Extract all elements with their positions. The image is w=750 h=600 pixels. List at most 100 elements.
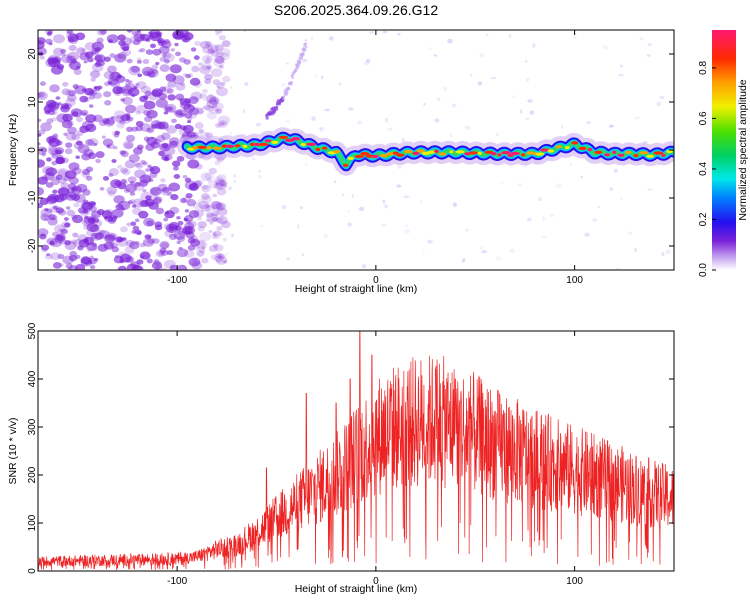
noise-blob — [184, 215, 194, 222]
noise-blob — [82, 112, 87, 116]
noise-blob — [122, 96, 133, 105]
noise-blob — [134, 229, 142, 235]
noise-blob — [116, 85, 123, 91]
noise-blob — [143, 70, 151, 77]
faint-blob — [347, 107, 354, 111]
noise-blob — [39, 233, 47, 240]
faint-blob — [541, 235, 547, 239]
noise-blob — [145, 49, 153, 55]
noise-blob — [140, 159, 146, 165]
noise-blob — [63, 132, 68, 136]
noise-blob — [81, 171, 90, 178]
faint-blob — [233, 179, 236, 184]
noise-blob — [136, 57, 142, 61]
faint-blob — [207, 64, 213, 69]
noise-blob — [173, 174, 181, 179]
noise-blob — [187, 120, 192, 124]
spectrogram-y-axis: -20 -10 0 10 20 — [27, 48, 674, 253]
noise-blob — [220, 122, 225, 126]
faint-blob — [320, 75, 324, 80]
faint-blob — [396, 184, 402, 188]
noise-blob — [66, 209, 76, 217]
noise-blob — [142, 189, 147, 193]
noise-blob — [134, 169, 146, 179]
noise-blob — [66, 94, 77, 102]
noise-blob — [207, 180, 219, 189]
noise-blob — [189, 77, 201, 86]
noise-blob — [87, 248, 92, 252]
faint-blob — [387, 127, 393, 131]
noise-blob — [135, 162, 144, 169]
faint-blob — [529, 110, 535, 115]
noise-blob — [163, 39, 171, 44]
noise-blob — [91, 63, 104, 72]
noise-blob — [150, 188, 159, 195]
noise-blob — [128, 87, 140, 97]
noise-blob — [141, 66, 154, 76]
noise-blob — [171, 118, 177, 124]
noise-blob — [190, 91, 203, 101]
faint-blob — [403, 195, 410, 199]
noise-blob — [149, 167, 155, 172]
noise-blob — [70, 58, 77, 64]
faint-blob — [580, 175, 583, 179]
noise-blob — [111, 159, 117, 163]
noise-blob — [150, 136, 154, 140]
noise-blob — [215, 180, 228, 190]
noise-blob — [89, 217, 95, 221]
faint-blob — [251, 157, 256, 161]
noise-blob — [130, 65, 140, 73]
noise-blob — [65, 142, 73, 148]
faint-blob — [608, 124, 614, 128]
noise-blob — [79, 95, 89, 103]
noise-blob — [168, 182, 181, 192]
noise-blob — [158, 121, 169, 130]
faint-blob — [347, 222, 352, 227]
noise-blob — [205, 205, 215, 213]
ridge-hot-spot — [477, 151, 482, 155]
noise-blob — [161, 267, 168, 270]
faint-blob — [218, 232, 224, 237]
noise-blob — [93, 257, 99, 262]
noise-blob — [83, 224, 91, 230]
faint-blob — [526, 78, 529, 82]
ridge-hot-spot — [625, 150, 632, 154]
noise-blob — [134, 182, 141, 187]
noise-blob — [120, 150, 129, 158]
noise-blob — [51, 65, 64, 75]
noise-blob — [142, 59, 150, 64]
faint-blob — [665, 249, 671, 255]
noise-blob — [126, 126, 134, 132]
snr-x-tick-label: 0 — [373, 576, 379, 587]
noise-blob — [201, 54, 213, 64]
streak-dot — [265, 116, 269, 120]
faint-blob — [233, 173, 237, 179]
colorbar-tick-label: 0.8 — [698, 61, 709, 75]
noise-blob — [113, 146, 118, 150]
noise-blob — [131, 30, 139, 36]
noise-blob — [73, 141, 85, 150]
noise-blob — [200, 193, 210, 200]
noise-blob — [206, 213, 219, 223]
noise-blob — [208, 96, 220, 105]
noise-blob — [45, 182, 54, 188]
faint-blob — [659, 95, 665, 100]
streak-dot — [305, 46, 308, 49]
faint-blob — [512, 95, 516, 98]
noise-blob — [214, 160, 221, 166]
faint-blob — [613, 168, 618, 173]
faint-blob — [382, 30, 388, 34]
noise-blob — [185, 193, 193, 199]
noise-blob — [149, 186, 162, 196]
noise-blob — [211, 234, 217, 239]
faint-blob — [385, 117, 388, 123]
faint-blob — [627, 231, 633, 235]
noise-blob — [55, 174, 63, 180]
ridge-hot-spot — [438, 152, 447, 156]
noise-blob — [182, 175, 188, 179]
faint-blob — [319, 127, 323, 133]
noise-blob — [77, 144, 90, 154]
noise-blob — [207, 48, 216, 55]
ridge-hot-spot — [342, 163, 349, 167]
noise-blob — [189, 182, 200, 191]
